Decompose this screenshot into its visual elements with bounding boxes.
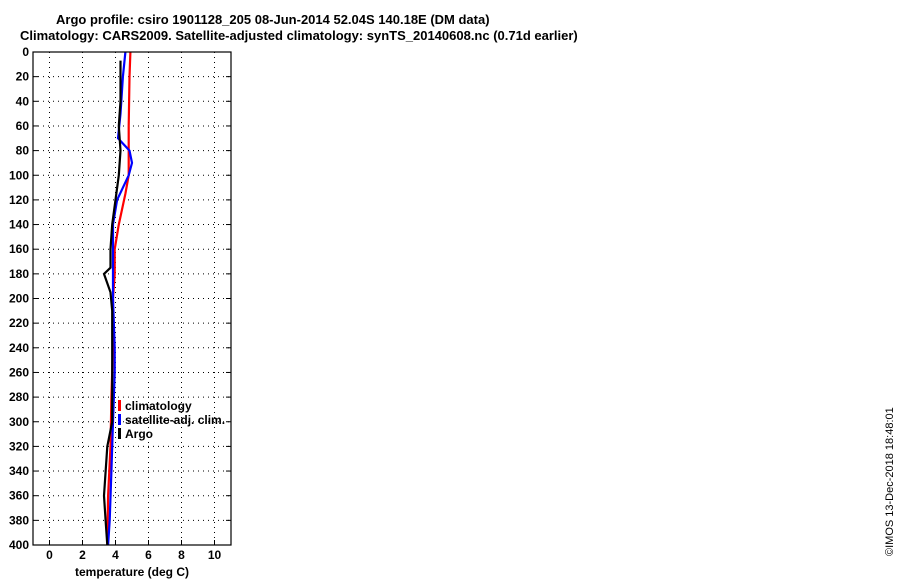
legend-swatch bbox=[118, 428, 121, 439]
credit-label: ©IMOS 13-Dec-2018 18:48:01 bbox=[884, 407, 896, 556]
y-tick-label: 380 bbox=[9, 513, 29, 527]
y-tick-label: 300 bbox=[9, 415, 29, 429]
legend-label: Argo bbox=[125, 427, 153, 441]
legend-swatch bbox=[118, 400, 121, 411]
y-tick-label: 280 bbox=[9, 390, 29, 404]
y-tick-label: 60 bbox=[16, 119, 30, 133]
y-tick-label: 20 bbox=[16, 70, 30, 84]
legend-label: climatology bbox=[125, 399, 192, 413]
plot-frame bbox=[32, 51, 232, 546]
title-line-1: Argo profile: csiro 1901128_205 08-Jun-2… bbox=[56, 12, 490, 27]
x-tick-label: 0 bbox=[46, 548, 53, 562]
temperature-profile bbox=[32, 51, 232, 546]
legend-label: satellite-adj. clim. bbox=[125, 413, 225, 427]
y-tick-label: 260 bbox=[9, 365, 29, 379]
x-tick-label: 4 bbox=[112, 548, 119, 562]
y-tick-label: 160 bbox=[9, 242, 29, 256]
x-tick-label: 6 bbox=[145, 548, 152, 562]
y-tick-label: 400 bbox=[9, 538, 29, 552]
y-tick-label: 200 bbox=[9, 292, 29, 306]
y-tick-label: 180 bbox=[9, 267, 29, 281]
y-tick-label: 320 bbox=[9, 439, 29, 453]
y-tick-label: 140 bbox=[9, 218, 29, 232]
y-tick-label: 340 bbox=[9, 464, 29, 478]
x-tick-label: 8 bbox=[178, 548, 185, 562]
legend-swatch bbox=[118, 414, 121, 425]
y-tick-label: 220 bbox=[9, 316, 29, 330]
y-tick-label: 360 bbox=[9, 489, 29, 503]
series-line-argo bbox=[102, 60, 122, 546]
x-tick-label: 10 bbox=[208, 548, 222, 562]
x-tick-label: 2 bbox=[79, 548, 86, 562]
y-tick-label: 240 bbox=[9, 341, 29, 355]
y-tick-label: 100 bbox=[9, 168, 29, 182]
y-tick-label: 120 bbox=[9, 193, 29, 207]
y-tick-label: 80 bbox=[16, 144, 30, 158]
y-tick-label: 0 bbox=[22, 45, 29, 59]
title-line-2: Climatology: CARS2009. Satellite-adjuste… bbox=[20, 28, 578, 43]
y-tick-label: 40 bbox=[16, 94, 30, 108]
x-axis-label: temperature (deg C) bbox=[75, 565, 189, 579]
